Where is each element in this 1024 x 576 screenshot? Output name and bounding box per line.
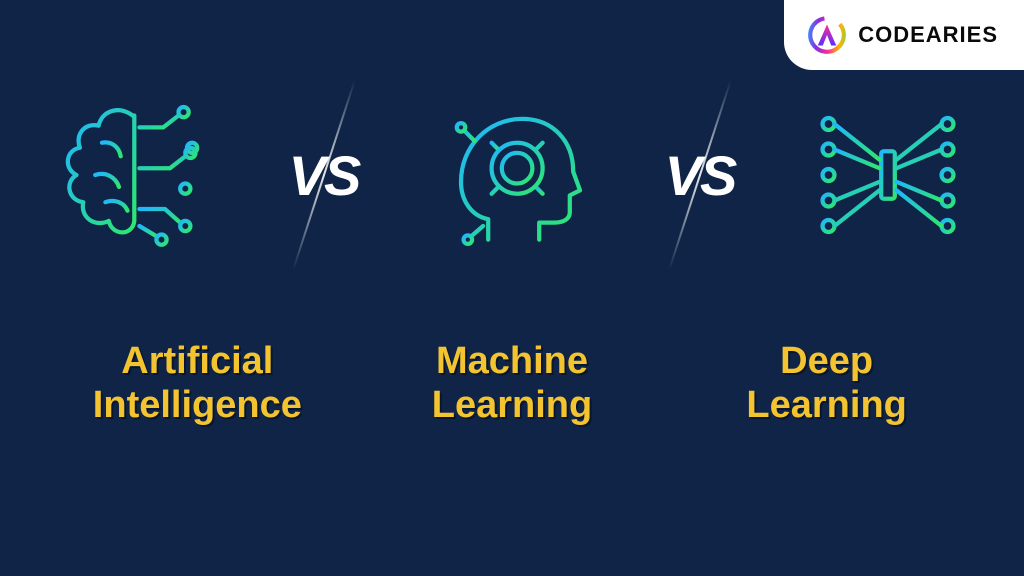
vs-separator-2: VS [640, 90, 760, 260]
head-gear-icon [427, 90, 597, 260]
label-dl: Deep Learning [687, 340, 967, 427]
label-text: Machine [436, 340, 588, 382]
brain-circuit-icon [51, 90, 221, 260]
vs-text: VS [665, 143, 736, 208]
brand-badge: CODEARIES [784, 0, 1024, 70]
neural-network-icon [803, 90, 973, 260]
comparison-row: VS [0, 90, 1024, 260]
label-text: Intelligence [93, 384, 302, 426]
brand-logo-icon [806, 14, 848, 56]
label-ai: Artificial Intelligence [57, 340, 337, 427]
item-dl [778, 90, 998, 260]
vs-separator-1: VS [264, 90, 384, 260]
label-text: Learning [432, 384, 592, 426]
labels-row: Artificial Intelligence Machine Learning… [0, 340, 1024, 427]
vs-text: VS [289, 143, 360, 208]
brand-name: CODEARIES [858, 22, 998, 48]
label-text: Deep [780, 340, 873, 382]
item-ai [26, 90, 246, 260]
label-text: Learning [746, 384, 906, 426]
item-ml [402, 90, 622, 260]
label-text: Artificial [121, 340, 273, 382]
label-ml: Machine Learning [372, 340, 652, 427]
